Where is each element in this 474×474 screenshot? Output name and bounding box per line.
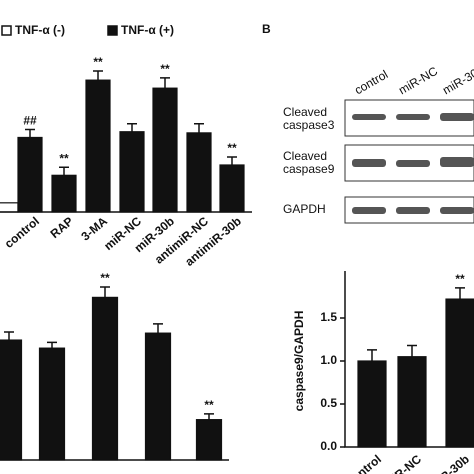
band	[440, 157, 474, 167]
band	[352, 114, 386, 120]
x-tick-label: miR-NC	[381, 452, 424, 474]
bar	[85, 79, 111, 213]
error-bar	[4, 331, 14, 341]
error-bar	[407, 344, 417, 357]
error-bar	[93, 70, 103, 81]
error-bar	[367, 349, 377, 361]
band	[440, 207, 474, 214]
blot-bands	[352, 113, 474, 214]
y-tick-label: 1.0	[320, 353, 337, 367]
significance: **	[160, 62, 170, 76]
error-bar	[100, 286, 110, 298]
blot-column-label: miR-NC	[396, 64, 440, 98]
significance: **	[204, 398, 214, 412]
bar	[397, 356, 427, 448]
significance: **	[100, 271, 110, 285]
legend-label: TNF-α (+)	[121, 23, 174, 37]
bar	[195, 419, 223, 461]
y-tick-label: 1.5	[320, 310, 337, 324]
significance: **	[93, 55, 103, 69]
bar	[445, 298, 474, 448]
error-bar	[160, 77, 170, 89]
bar	[186, 132, 212, 213]
y-tick-label: 0.0	[320, 439, 337, 453]
error-bar	[153, 323, 163, 334]
band	[352, 159, 386, 167]
band	[396, 207, 430, 214]
bar	[357, 360, 387, 448]
x-tick-label: control	[2, 214, 42, 251]
error-bar	[455, 287, 465, 300]
band	[352, 207, 386, 214]
blot-row-label: caspase3	[283, 118, 335, 132]
bar	[119, 131, 145, 213]
error-bar	[194, 122, 204, 133]
significance: ##	[23, 114, 37, 128]
error-bar	[204, 413, 214, 420]
blot-row-label: Cleaved	[283, 149, 327, 163]
band	[396, 160, 430, 167]
band	[396, 114, 430, 120]
x-tick-label: RAP	[48, 214, 76, 241]
blot-row-label: Cleaved	[283, 105, 327, 119]
bar	[0, 202, 19, 213]
error-bar	[127, 122, 137, 132]
panel-label: B	[262, 22, 271, 36]
bar	[91, 296, 119, 461]
x-tick-label: miR-30b	[427, 452, 472, 474]
y-tick-label: 0.5	[320, 396, 337, 410]
bar	[51, 174, 77, 213]
error-bar	[47, 341, 57, 349]
blot-column-label: control	[352, 67, 390, 97]
error-bar	[227, 156, 237, 165]
legend-swatch	[1, 25, 12, 36]
bar	[219, 164, 245, 213]
bar	[152, 87, 178, 213]
y-axis-label: caspase9/GAPDH	[292, 311, 306, 412]
legend-swatch	[107, 25, 118, 36]
significance: **	[227, 141, 237, 155]
significance: **	[59, 151, 69, 165]
bar	[17, 136, 43, 213]
bar	[0, 339, 23, 461]
error-bar	[59, 166, 69, 176]
bar	[38, 347, 66, 461]
legend-label: TNF-α (-)	[15, 23, 65, 37]
bar	[144, 332, 172, 461]
significance: **	[455, 272, 465, 286]
error-bar	[25, 128, 35, 138]
blot-row-label: caspase9	[283, 162, 335, 176]
blot-column-label: miR-30b	[440, 62, 474, 97]
blot-row-label: GAPDH	[283, 202, 326, 216]
band	[440, 113, 474, 121]
x-tick-label: control	[344, 452, 384, 474]
